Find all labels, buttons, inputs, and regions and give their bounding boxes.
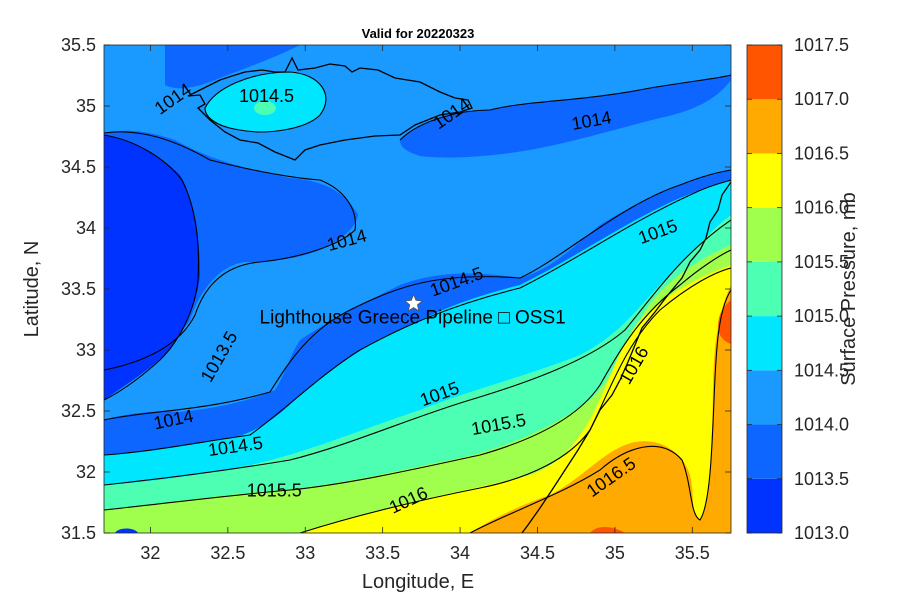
contour-line bbox=[204, 71, 327, 133]
contour-fill-1013.5-detail bbox=[400, 75, 731, 158]
y-tick-label: 32 bbox=[76, 462, 96, 482]
contour-fill-1013.0-south bbox=[115, 528, 138, 533]
x-axis: 32 32.5 33 33.5 34 34.5 35 35.5 bbox=[140, 45, 710, 563]
coastline-cyprus bbox=[187, 56, 473, 161]
colorbar-tick-label: 1015.5 bbox=[794, 252, 849, 272]
y-tick-label: 35 bbox=[76, 96, 96, 116]
colorbar-tick-label: 1015.0 bbox=[794, 306, 849, 326]
y-axis: 31.5 32 32.5 33 33.5 34 34.5 35 35.5 bbox=[61, 35, 731, 543]
colorbar-swatch bbox=[747, 370, 782, 425]
colorbar-tick-label: 1016.5 bbox=[794, 143, 849, 163]
colorbar-swatch bbox=[747, 316, 782, 371]
annotation-layer: Lighthouse Greece Pipeline □ OSS1 bbox=[260, 293, 566, 329]
chart-title: Valid for 20220323 bbox=[362, 26, 475, 41]
contour-line bbox=[104, 219, 731, 486]
contour-line bbox=[399, 74, 731, 141]
contour-fill-1015-north bbox=[254, 101, 276, 115]
colorbar-tick-label: 1014.0 bbox=[794, 415, 849, 435]
colorbar-swatch bbox=[747, 261, 782, 317]
colorbar-swatch bbox=[747, 478, 782, 533]
coastline-levant bbox=[521, 181, 731, 533]
y-tick-label: 33.5 bbox=[61, 279, 96, 299]
contour-fill-1017.0-1017.5 bbox=[718, 300, 731, 344]
site-marker-star bbox=[404, 293, 424, 312]
contour-fill-1013.0-1013.5 bbox=[104, 135, 200, 400]
coastlines bbox=[187, 56, 731, 533]
contour-line bbox=[299, 267, 731, 533]
contour-line bbox=[104, 179, 731, 456]
y-tick-label: 34.5 bbox=[61, 157, 96, 177]
contour-line bbox=[104, 134, 200, 401]
y-tick-label: 33 bbox=[76, 340, 96, 360]
contour-label: 1015.5 bbox=[247, 480, 302, 500]
contour-label: 1014.5 bbox=[239, 86, 294, 106]
y-tick-label: 35.5 bbox=[61, 35, 96, 55]
contour-line bbox=[104, 131, 356, 371]
colorbar-tick-label: 1016.0 bbox=[794, 198, 849, 218]
y-tick-label: 32.5 bbox=[61, 401, 96, 421]
colorbar-swatch bbox=[747, 153, 782, 208]
colorbar-tick-label: 1013.5 bbox=[794, 469, 849, 489]
x-tick-label: 33 bbox=[295, 543, 315, 563]
colorbar-swatch bbox=[747, 424, 782, 479]
x-tick-label: 35 bbox=[605, 543, 625, 563]
contour-line bbox=[104, 249, 731, 511]
contour-fill-1017.0-south bbox=[590, 526, 625, 533]
colorbar-label: Surface Pressure, mb bbox=[838, 192, 860, 385]
x-axis-label: Longitude, E bbox=[362, 571, 474, 593]
site-annotation: Lighthouse Greece Pipeline □ OSS1 bbox=[260, 308, 566, 329]
colorbar-swatch bbox=[747, 45, 782, 100]
colorbar-tick-label: 1014.5 bbox=[794, 360, 849, 380]
colorbar-tick-label: 1017.5 bbox=[794, 35, 849, 55]
contour-lines bbox=[104, 71, 731, 533]
x-tick-label: 33.5 bbox=[365, 543, 400, 563]
contour-fill-1013.5-northwest bbox=[165, 45, 300, 89]
contour-line bbox=[104, 169, 731, 421]
colorbar: 1013.0 1013.5 1014.0 1014.5 1015.0 1015.5 1016… bbox=[746, 35, 849, 543]
x-tick-label: 34 bbox=[450, 543, 470, 563]
contour-line bbox=[469, 289, 731, 533]
contour-fill-1016.5-1017.0 bbox=[470, 285, 731, 533]
x-tick-label: 32 bbox=[140, 543, 160, 563]
y-axis-label: Latitude, N bbox=[21, 241, 43, 338]
x-tick-label: 35.5 bbox=[675, 543, 710, 563]
colorbar-frame bbox=[746, 44, 783, 534]
colorbar-tick-label: 1017.0 bbox=[794, 89, 849, 109]
y-tick-label: 31.5 bbox=[61, 523, 96, 543]
x-tick-label: 32.5 bbox=[210, 543, 245, 563]
colorbar-swatch bbox=[747, 207, 782, 262]
x-tick-label: 34.5 bbox=[520, 543, 555, 563]
colorbar-tick-label: 1013.0 bbox=[794, 523, 849, 543]
colorbar-swatch bbox=[747, 99, 782, 154]
y-tick-label: 34 bbox=[76, 218, 96, 238]
